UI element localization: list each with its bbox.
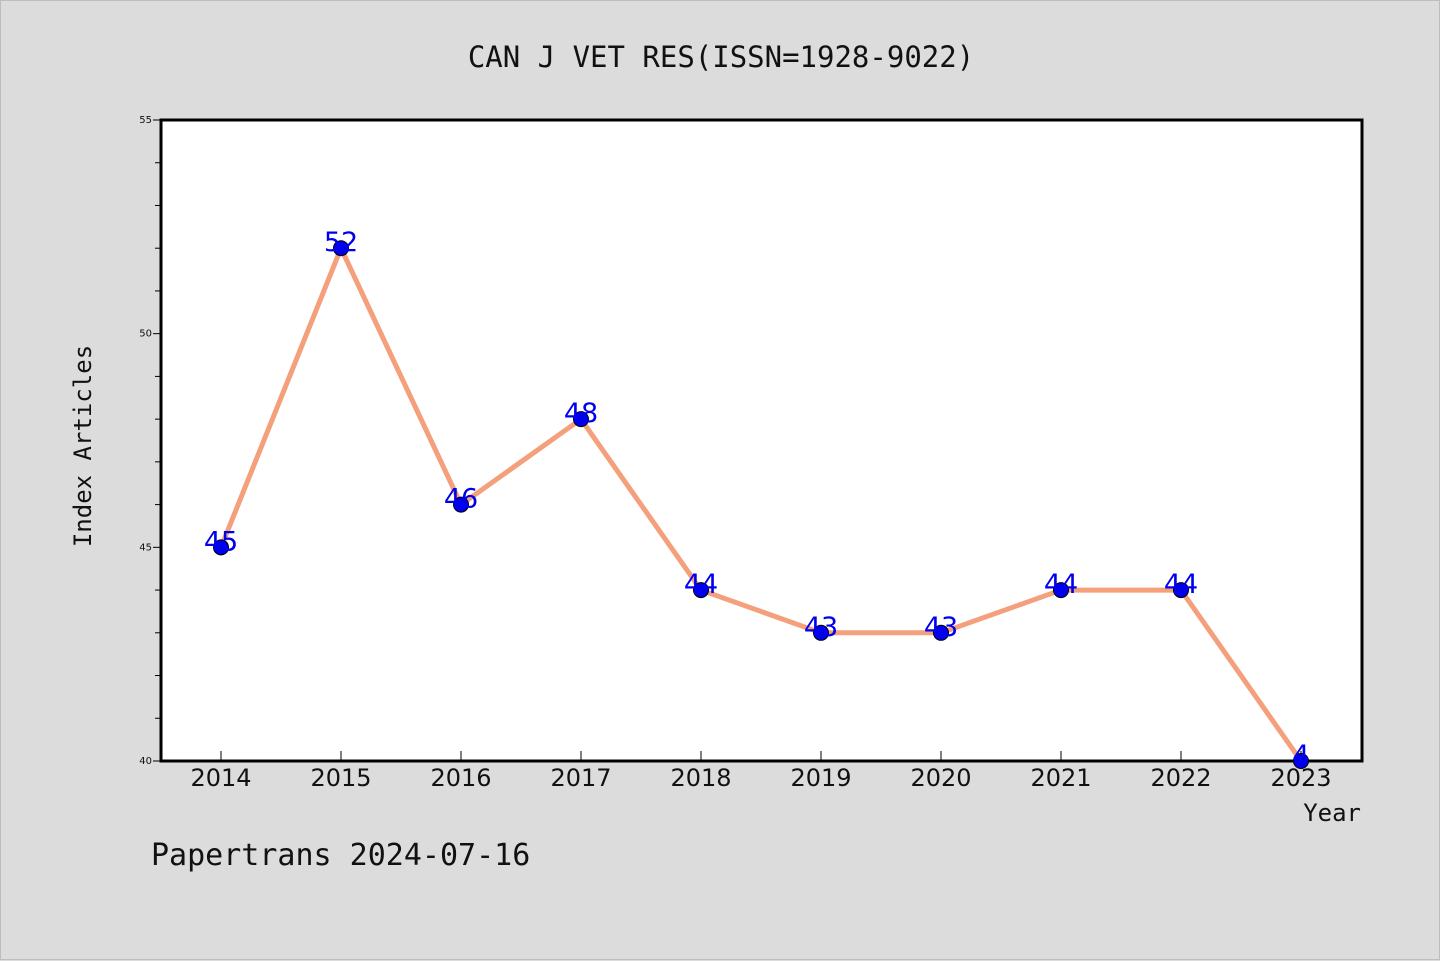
data-label-2015: 52 xyxy=(324,227,358,258)
x-axis-label: Year xyxy=(1303,799,1361,827)
data-label-2021: 44 xyxy=(1044,569,1078,600)
series-line xyxy=(218,245,1304,763)
x-tick-label: 2015 xyxy=(310,764,371,792)
data-label-2020: 43 xyxy=(924,612,958,643)
data-point-2018 xyxy=(693,582,709,599)
data-point-2015 xyxy=(333,240,349,257)
y-tick-label: 55 xyxy=(139,115,152,126)
data-label-2019: 43 xyxy=(804,612,838,643)
chart-title: CAN J VET RES(ISSN=1928-9022) xyxy=(468,40,974,74)
data-label-2022: 44 xyxy=(1164,569,1198,600)
y-axis-label: Index Articles xyxy=(69,345,97,547)
x-tick-label: 2014 xyxy=(190,764,251,792)
data-point-2021 xyxy=(1053,582,1069,599)
x-tick-label: 2020 xyxy=(910,764,971,792)
x-tick-label: 2016 xyxy=(430,764,491,792)
data-point-2014 xyxy=(213,539,229,556)
x-tick-label: 2017 xyxy=(550,764,611,792)
data-label-2023: 4 xyxy=(1292,740,1309,771)
x-tick-label: 2019 xyxy=(790,764,851,792)
data-point-2019 xyxy=(813,624,829,641)
x-axis: 2014 2015 2016 2017 2018 2019 2020 2021 2022 2023 xyxy=(190,751,1332,792)
plot-area xyxy=(159,118,1364,763)
data-points xyxy=(213,240,1309,769)
x-tick-label: 2018 xyxy=(670,764,731,792)
watermark: Papertrans 2024-07-16 xyxy=(151,838,530,873)
data-point-2016 xyxy=(453,496,469,513)
x-tick-label: 2022 xyxy=(1150,764,1211,792)
data-point-2022 xyxy=(1173,582,1189,599)
y-tick-label: 40 xyxy=(139,756,152,767)
data-label-2018: 44 xyxy=(684,569,718,600)
data-point-2017 xyxy=(573,411,589,428)
data-label-2017: 48 xyxy=(564,398,598,429)
data-label-2016: 46 xyxy=(444,484,478,515)
x-tick-label: 2021 xyxy=(1030,764,1091,792)
data-point-2023 xyxy=(1293,753,1309,769)
y-axis: 40 45 50 55 xyxy=(139,115,161,767)
data-label-2014: 45 xyxy=(204,526,238,557)
y-tick-label: 45 xyxy=(139,542,152,553)
y-tick-label: 50 xyxy=(139,329,152,340)
data-point-2020 xyxy=(933,624,949,641)
